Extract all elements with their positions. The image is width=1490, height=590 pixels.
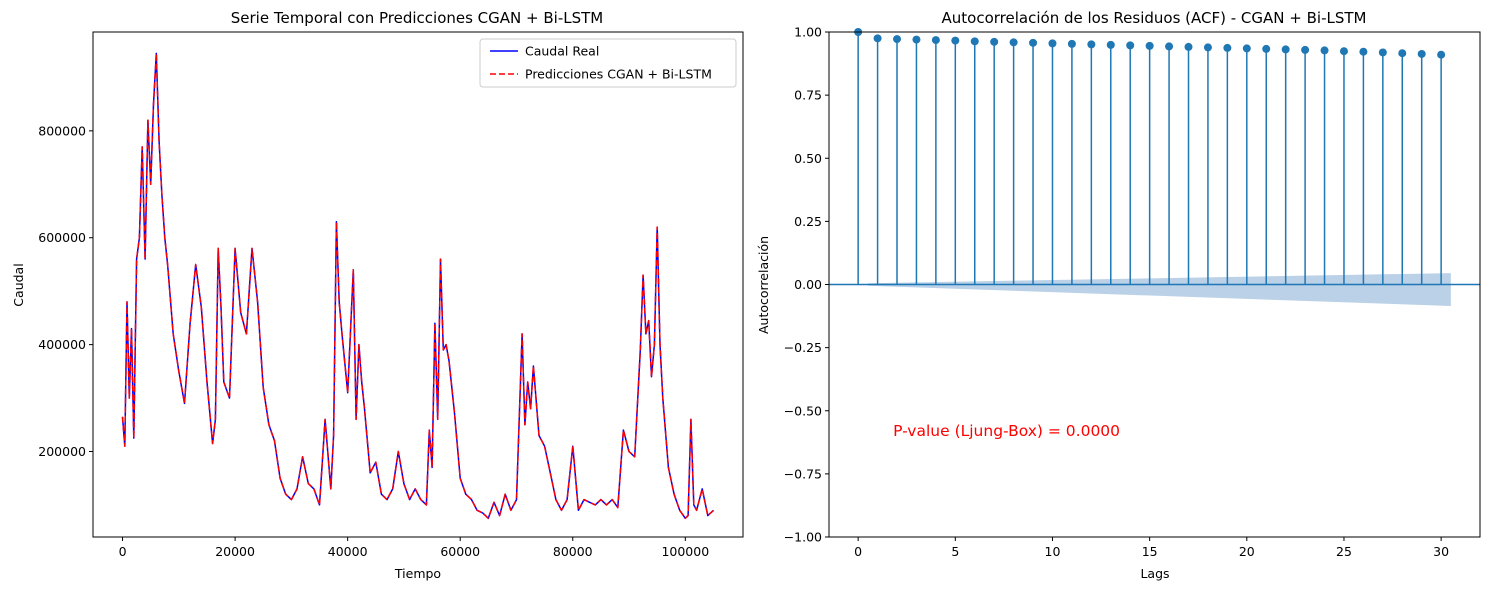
acf-point xyxy=(1126,41,1135,50)
left-chart-title: Serie Temporal con Predicciones CGAN + B… xyxy=(231,9,603,27)
acf-point xyxy=(1398,49,1407,58)
right-y-ticks: −1.00 −0.75 −0.50 −0.25 0.00 0.25 0.50 0.75 1.00 xyxy=(784,25,829,545)
acf-point xyxy=(1417,49,1426,58)
acf-point xyxy=(1184,42,1193,51)
left-y-tick-label: 400000 xyxy=(38,337,86,352)
legend-box xyxy=(479,38,737,88)
acf-point xyxy=(1223,43,1232,52)
right-x-axis-label: Lags xyxy=(1140,566,1169,581)
acf-point xyxy=(931,36,940,45)
acf-point xyxy=(1339,47,1348,56)
acf-point xyxy=(1281,45,1290,54)
acf-point xyxy=(1145,41,1154,50)
right-y-tick-label: −0.25 xyxy=(784,340,822,355)
acf-point xyxy=(990,37,999,46)
acf-point xyxy=(1242,44,1251,53)
left-x-tick-label: 40000 xyxy=(328,544,368,559)
time-series-chart: Serie Temporal con Predicciones CGAN + B… xyxy=(11,9,744,581)
acf-point xyxy=(1359,47,1368,56)
legend: Caudal Real Predicciones CGAN + Bi-LSTM xyxy=(479,38,737,88)
acf-point xyxy=(1262,44,1271,53)
left-x-tick-label: 80000 xyxy=(553,544,593,559)
right-y-tick-label: −1.00 xyxy=(784,530,822,545)
acf-chart: Autocorrelación de los Residuos (ACF) - … xyxy=(756,9,1481,581)
acf-point xyxy=(970,37,979,46)
right-y-tick-label: −0.75 xyxy=(784,466,822,481)
acf-point xyxy=(1048,39,1057,48)
acf-point xyxy=(1165,42,1174,51)
right-y-tick-label: 0.75 xyxy=(794,88,822,103)
left-x-tick-label: 100000 xyxy=(661,544,709,559)
right-y-tick-label: 0.50 xyxy=(794,151,822,166)
acf-point xyxy=(873,34,882,43)
left-y-tick-label: 600000 xyxy=(38,230,86,245)
time-series-plot-area xyxy=(121,52,715,520)
acf-point xyxy=(912,35,921,44)
left-x-axis-label: Tiempo xyxy=(394,566,441,581)
left-y-tick-label: 800000 xyxy=(38,123,86,138)
right-x-tick-label: 10 xyxy=(1045,544,1061,559)
acf-point xyxy=(951,36,960,45)
left-y-tick-label: 200000 xyxy=(38,444,86,459)
right-x-ticks: 0 5 10 15 20 25 30 xyxy=(854,537,1449,559)
right-y-tick-label: 1.00 xyxy=(794,25,822,40)
acf-point xyxy=(893,35,902,44)
right-x-tick-label: 30 xyxy=(1433,544,1449,559)
right-x-tick-label: 5 xyxy=(951,544,959,559)
right-x-tick-label: 15 xyxy=(1142,544,1158,559)
left-plot-frame xyxy=(92,31,744,538)
acf-point xyxy=(1009,38,1018,47)
right-x-tick-label: 20 xyxy=(1239,544,1255,559)
series-caudal-real xyxy=(121,52,715,520)
legend-label-pred: Predicciones CGAN + Bi-LSTM xyxy=(525,67,712,82)
acf-point xyxy=(1301,45,1310,54)
right-y-tick-label: 0.25 xyxy=(794,214,822,229)
acf-point xyxy=(1378,48,1387,57)
ljung-box-annotation: P-value (Ljung-Box) = 0.0000 xyxy=(893,422,1120,440)
acf-point xyxy=(1320,46,1329,55)
right-x-tick-label: 0 xyxy=(854,544,862,559)
acf-point xyxy=(1087,40,1096,49)
left-y-ticks: 200000 400000 600000 800000 xyxy=(38,123,93,459)
acf-plot-area xyxy=(829,28,1480,306)
right-chart-title: Autocorrelación de los Residuos (ACF) - … xyxy=(942,9,1367,27)
acf-point xyxy=(1029,38,1038,47)
acf-point xyxy=(1437,50,1446,59)
right-y-tick-label: 0.00 xyxy=(794,277,822,292)
left-y-axis-label: Caudal xyxy=(11,263,26,306)
legend-label-real: Caudal Real xyxy=(525,44,599,59)
left-x-tick-label: 20000 xyxy=(215,544,255,559)
acf-point xyxy=(1203,43,1212,52)
acf-point xyxy=(1067,39,1076,48)
right-x-tick-label: 25 xyxy=(1336,544,1352,559)
acf-point xyxy=(1106,40,1115,49)
right-y-axis-label: Autocorrelación xyxy=(756,236,771,334)
left-x-tick-label: 0 xyxy=(119,544,127,559)
left-x-tick-label: 60000 xyxy=(440,544,480,559)
right-y-tick-label: −0.50 xyxy=(784,403,822,418)
left-x-ticks: 0 20000 40000 60000 80000 100000 xyxy=(119,537,709,559)
series-predicciones xyxy=(121,52,715,520)
